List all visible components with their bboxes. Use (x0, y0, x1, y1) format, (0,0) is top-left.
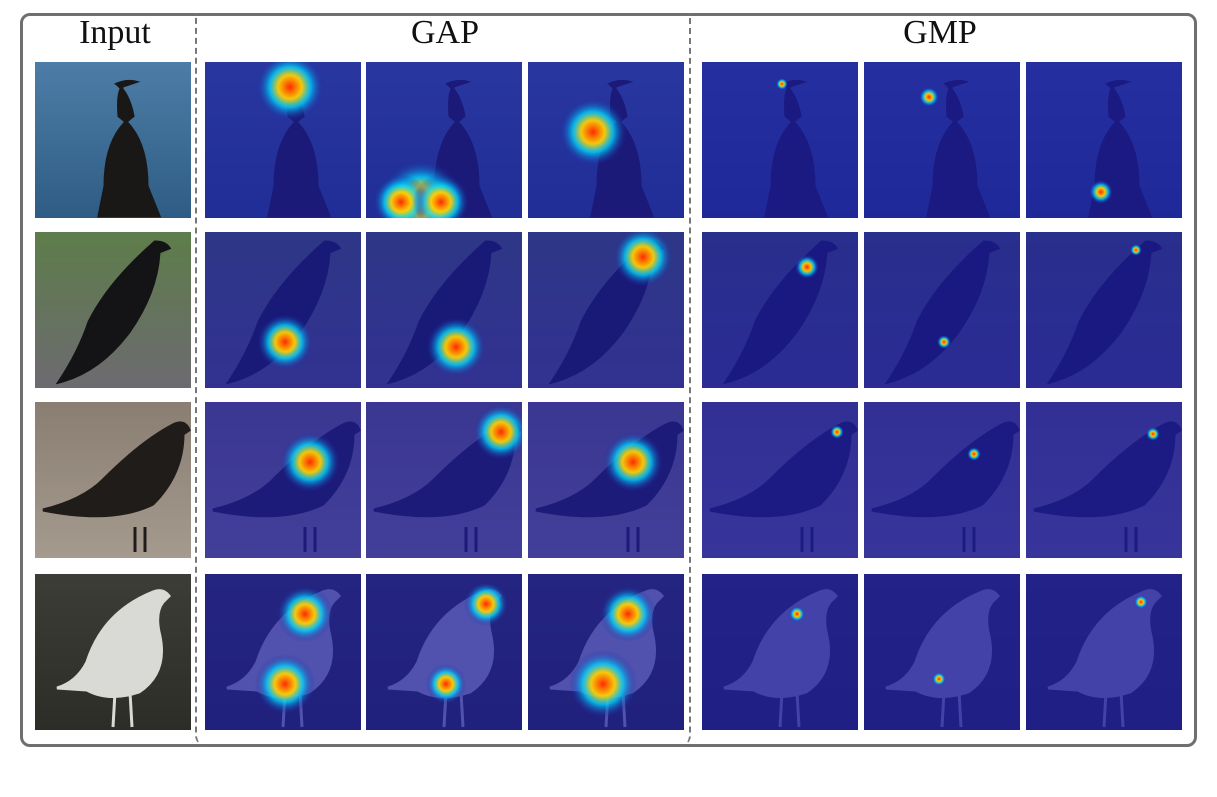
bird-silhouette (55, 240, 172, 385)
activation-hotspot (1089, 180, 1113, 204)
activation-hotspot (280, 432, 340, 492)
activation-hotspot (795, 255, 819, 279)
gmp-heatmap (864, 62, 1020, 218)
activation-hotspot (255, 654, 315, 714)
activation-hotspot (603, 432, 663, 492)
activation-hotspot (789, 606, 805, 622)
activation-hotspot (277, 586, 333, 642)
bird-silhouette (56, 589, 171, 728)
heatmap-overlay (702, 402, 858, 558)
gmp-heatmap (702, 402, 858, 558)
input-image (35, 402, 191, 558)
header-input: Input (79, 14, 151, 51)
gap-heatmap (528, 232, 684, 388)
bird-silhouette (42, 421, 191, 552)
gmp-heatmap (864, 402, 1020, 558)
gap-heatmap (528, 62, 684, 218)
activation-hotspot (257, 314, 313, 370)
activation-hotspot (967, 447, 981, 461)
header-gmp: GMP (903, 14, 977, 51)
gmp-heatmap (702, 574, 858, 730)
input-image (35, 62, 191, 218)
gap-heatmap (366, 402, 522, 558)
activation-hotspot (473, 404, 522, 460)
input-image (35, 574, 191, 730)
bird-silhouette (97, 79, 162, 218)
gmp-heatmap (1026, 232, 1182, 388)
activation-hotspot (464, 582, 508, 626)
activation-hotspot (600, 586, 656, 642)
heatmap-overlay (702, 574, 858, 730)
activation-hotspot (256, 62, 324, 121)
gmp-heatmap (1026, 62, 1182, 218)
gmp-heatmap (864, 232, 1020, 388)
header-gap: GAP (410, 14, 480, 51)
activation-hotspot (426, 664, 466, 704)
heatmap-overlay (1026, 402, 1182, 558)
heatmap-overlay (864, 574, 1020, 730)
activation-hotspot (426, 317, 486, 377)
activation-hotspot (1130, 244, 1142, 256)
heatmap-overlay (1026, 232, 1182, 388)
activation-hotspot (919, 87, 939, 107)
activation-hotspot (413, 174, 469, 218)
activation-hotspot (776, 78, 788, 90)
heatmap-overlay (205, 402, 361, 558)
heatmap-overlay (702, 232, 858, 388)
gap-heatmap (205, 232, 361, 388)
activation-hotspot (1146, 427, 1160, 441)
gap-heatmap (366, 574, 522, 730)
activation-hotspot (830, 425, 844, 439)
heatmap-overlay (864, 232, 1020, 388)
gap-heatmap (205, 62, 361, 218)
activation-hotspot (569, 650, 637, 718)
activation-hotspot (613, 232, 673, 287)
gmp-heatmap (1026, 574, 1182, 730)
heatmap-overlay (864, 402, 1020, 558)
activation-hotspot (937, 335, 951, 349)
gap-heatmap (366, 232, 522, 388)
input-image (35, 232, 191, 388)
gmp-heatmap (702, 62, 858, 218)
gap-heatmap (528, 402, 684, 558)
heatmap-overlay (528, 402, 684, 558)
gap-heatmap (205, 574, 361, 730)
gmp-heatmap (1026, 402, 1182, 558)
heatmap-overlay (1026, 574, 1182, 730)
gmp-heatmap (702, 232, 858, 388)
heatmap-overlay (864, 62, 1020, 218)
gap-heatmap (528, 574, 684, 730)
activation-hotspot (559, 98, 627, 166)
gmp-heatmap (864, 574, 1020, 730)
gap-section-divider (195, 13, 691, 747)
activation-hotspot (932, 672, 946, 686)
activation-hotspot (1134, 595, 1148, 609)
gap-heatmap (205, 402, 361, 558)
gap-heatmap (366, 62, 522, 218)
